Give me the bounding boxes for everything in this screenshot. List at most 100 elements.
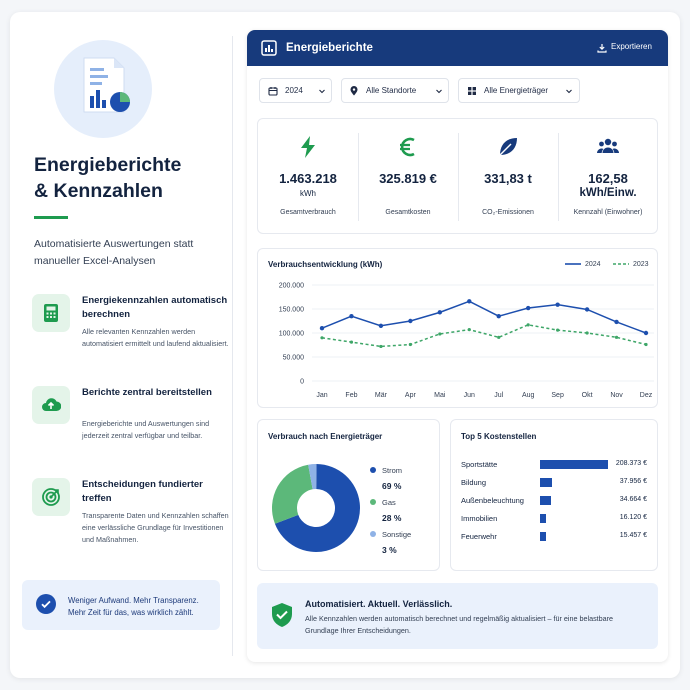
data-point-2023 xyxy=(438,332,442,336)
x-tick-label: Feb xyxy=(345,392,357,399)
cost-center-name: Bildung xyxy=(461,478,487,487)
feature-title: Entscheidungen fundierter treffen xyxy=(82,479,203,504)
chart-title: Verbrauchsentwicklung (kWh) xyxy=(268,260,383,269)
data-point-2023 xyxy=(349,340,354,344)
data-point-2024 xyxy=(378,323,384,328)
cost-center-bar xyxy=(540,459,608,469)
x-tick-label: Mai xyxy=(434,392,446,399)
data-point-2023 xyxy=(614,335,619,339)
energy-carrier-select[interactable]: Alle Energieträger xyxy=(458,78,580,103)
calculator-icon xyxy=(32,294,70,332)
data-point-2023 xyxy=(556,328,560,332)
title-line-2: & Kennzahlen xyxy=(34,180,163,202)
cost-center-bar xyxy=(540,513,546,523)
chevron-down-icon xyxy=(319,89,325,94)
info-note: Weniger Aufwand. Mehr Transparenz. Mehr … xyxy=(22,580,220,630)
data-point-2023 xyxy=(408,342,412,347)
feature-title: Berichte zentral bereitstellen xyxy=(82,387,212,398)
download-icon xyxy=(597,44,607,53)
footer-text: Alle Kennzahlen werden automatisch berec… xyxy=(305,614,614,635)
kpi-value: 325.819 € xyxy=(379,171,437,186)
data-point-2024 xyxy=(467,299,472,304)
calendar-icon xyxy=(268,87,278,96)
kpi-total-consumption: 1.463.218 kWh Gesamtverbrauch xyxy=(258,119,358,235)
top5-title: Top 5 Kostenstellen xyxy=(461,432,537,441)
y-tick-label: 50.000 xyxy=(283,355,305,362)
legend-dot-sonstige xyxy=(370,531,376,537)
kpi-co2: 331,83 t CO₂-Emissionen xyxy=(458,119,558,235)
subtitle: Automatisierte Auswertungen statt manuel… xyxy=(34,238,194,267)
top5-cost-centers: Top 5 Kostenstellen Sportstätte 208.373 €… xyxy=(450,419,658,571)
cost-center-value: 15.457 € xyxy=(619,532,647,539)
kpi-label: Gesamtkosten xyxy=(385,209,431,216)
kpi-unit: kWh xyxy=(300,189,316,198)
cost-center-name: Feuerwehr xyxy=(461,532,497,541)
legend-2024-label: 2024 xyxy=(585,261,601,268)
report-illustration-icon xyxy=(54,40,152,138)
kpi-label: CO₂-Emissionen xyxy=(482,209,534,216)
cost-center-value: 16.120 € xyxy=(619,514,647,521)
donut-slice-sonstige xyxy=(308,464,317,490)
series-line-2023 xyxy=(321,324,647,348)
cost-center-name: Immobilien xyxy=(461,514,498,523)
year-select[interactable]: 2024 xyxy=(259,78,332,103)
location-value: Alle Standorte xyxy=(366,86,417,95)
report-window: Energieberichte Exportieren 2024 Alle St… xyxy=(247,30,668,662)
data-point-2023 xyxy=(585,331,589,335)
y-tick-label: 100.000 xyxy=(279,331,304,338)
kpi-total-costs: 325.819 € Gesamtkosten xyxy=(358,119,458,235)
data-point-2024 xyxy=(614,319,619,325)
grid-icon xyxy=(468,87,476,95)
kpi-unit: kWh/Einw. xyxy=(579,187,637,199)
lightning-icon xyxy=(301,136,315,158)
data-point-2024 xyxy=(525,305,531,311)
note-text: Weniger Aufwand. Mehr Transparenz. Mehr … xyxy=(68,596,199,617)
cloud-upload-icon xyxy=(32,386,70,424)
legend-dot-strom xyxy=(370,467,376,473)
data-point-2024 xyxy=(584,307,590,312)
export-button[interactable]: Exportieren xyxy=(593,38,663,58)
data-point-2024 xyxy=(319,326,325,331)
x-tick-label: Mär xyxy=(375,392,388,399)
target-icon xyxy=(32,478,70,516)
location-select[interactable]: Alle Standorte xyxy=(341,78,449,103)
cost-center-bar xyxy=(540,477,553,487)
x-tick-label: Sep xyxy=(551,392,564,399)
kpi-divider xyxy=(458,133,459,221)
line-chart-svg: 0 50.000 100.000 150.000 200.000 Jan Feb Mär Apr… xyxy=(279,263,654,399)
donut-legend-sonstige: Sonstige xyxy=(382,530,412,539)
donut-legend-strom: Strom xyxy=(382,466,403,475)
cost-center-bar xyxy=(540,531,546,541)
kpi-value: 331,83 t xyxy=(484,171,532,186)
data-point-2024 xyxy=(555,302,560,307)
title-line-1: Energieberichte xyxy=(34,154,182,176)
page-title: Energieberichte & Kennzahlen xyxy=(34,152,234,204)
cost-center-name: Sportstätte xyxy=(461,460,498,469)
data-point-2023 xyxy=(379,344,383,349)
x-tick-label: Okt xyxy=(582,392,593,399)
shield-check-icon xyxy=(272,603,292,627)
y-tick-label: 0 xyxy=(300,379,304,386)
check-circle-icon xyxy=(36,594,56,614)
x-tick-label: Aug xyxy=(522,392,535,399)
window-title: Energieberichte xyxy=(286,42,373,54)
x-tick-label: Jan xyxy=(316,392,327,399)
cost-center-name: Außenbeleuchtung xyxy=(461,496,524,505)
donut-value-strom: 69 % xyxy=(382,481,402,491)
window-header: Energieberichte Exportieren xyxy=(247,30,668,66)
kpi-value: 1.463.218 xyxy=(279,171,337,186)
kpi-divider xyxy=(358,133,359,221)
x-tick-label: Nov xyxy=(610,392,623,399)
cost-center-value: 37.956 € xyxy=(619,478,647,485)
leaf-icon xyxy=(499,138,517,156)
data-point-2024 xyxy=(349,314,354,319)
donut-value-gas: 28 % xyxy=(382,513,402,523)
x-tick-label: Jul xyxy=(494,392,503,399)
data-point-2023 xyxy=(467,328,471,332)
footer-banner: Automatisiert. Aktuell. Verlässlich. All… xyxy=(257,583,658,649)
data-point-2024 xyxy=(496,314,501,319)
legend-dot-gas xyxy=(370,499,376,505)
building-report-icon xyxy=(261,40,277,56)
data-point-2024 xyxy=(643,330,649,336)
feature-text: Energieberichte und Auswertungen sind je… xyxy=(82,419,210,440)
